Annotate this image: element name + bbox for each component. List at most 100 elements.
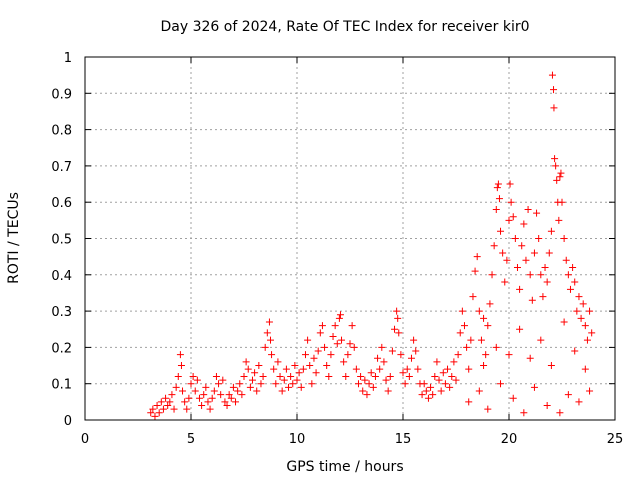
data-point xyxy=(484,322,492,330)
data-point xyxy=(439,369,447,377)
data-point xyxy=(490,242,498,250)
data-point xyxy=(189,372,197,380)
data-point xyxy=(460,322,468,330)
data-point xyxy=(181,398,189,406)
data-point xyxy=(246,383,254,391)
data-point xyxy=(427,383,435,391)
data-point xyxy=(469,293,477,301)
data-point xyxy=(212,372,220,380)
data-point xyxy=(287,372,295,380)
data-point xyxy=(261,343,269,351)
data-point xyxy=(548,71,556,79)
data-point xyxy=(384,387,392,395)
data-point xyxy=(174,372,182,380)
data-point xyxy=(357,372,365,380)
data-point xyxy=(255,362,263,370)
data-point xyxy=(586,387,594,395)
data-point xyxy=(537,336,545,344)
data-point xyxy=(526,271,534,279)
data-point xyxy=(229,383,237,391)
data-point xyxy=(545,249,553,257)
data-point xyxy=(149,405,157,413)
data-point xyxy=(301,351,309,359)
data-point xyxy=(530,383,538,391)
data-point xyxy=(520,220,528,228)
data-point xyxy=(198,401,206,409)
data-point xyxy=(232,398,240,406)
data-point xyxy=(331,322,339,330)
y-axis-label: ROTI / TECUs xyxy=(6,192,22,284)
data-point xyxy=(399,369,407,377)
data-point xyxy=(454,351,462,359)
data-point xyxy=(526,354,534,362)
data-point xyxy=(367,369,375,377)
data-point xyxy=(509,213,517,221)
data-point xyxy=(361,376,369,384)
data-point xyxy=(547,362,555,370)
data-point xyxy=(312,369,320,377)
data-point xyxy=(499,249,507,257)
data-point xyxy=(164,401,172,409)
data-point xyxy=(223,401,231,409)
data-point xyxy=(217,391,225,399)
data-point xyxy=(535,235,543,242)
data-point xyxy=(153,401,161,409)
data-point xyxy=(157,398,165,406)
data-point xyxy=(446,383,454,391)
data-point xyxy=(270,365,278,373)
data-point xyxy=(480,314,488,322)
x-tick-label: 0 xyxy=(81,432,89,447)
data-point xyxy=(463,343,471,351)
data-point xyxy=(505,216,513,224)
x-tick-label: 10 xyxy=(289,432,306,447)
data-point xyxy=(193,376,201,384)
data-point xyxy=(431,372,439,380)
data-point xyxy=(450,358,458,366)
data-point xyxy=(397,351,405,359)
data-point xyxy=(265,318,273,326)
data-point xyxy=(547,227,555,235)
data-point xyxy=(495,195,503,203)
data-point xyxy=(177,362,185,370)
data-point xyxy=(374,354,382,362)
data-point xyxy=(433,358,441,366)
data-point xyxy=(516,325,524,333)
data-point xyxy=(571,347,579,355)
y-tick-label: 0.3 xyxy=(51,305,72,320)
data-point xyxy=(566,285,574,293)
data-point xyxy=(456,329,464,337)
data-point xyxy=(172,383,180,391)
data-point xyxy=(204,398,212,406)
data-point xyxy=(285,383,293,391)
data-point xyxy=(333,340,341,348)
data-point xyxy=(200,391,208,399)
data-point xyxy=(215,380,223,388)
data-point xyxy=(295,369,303,377)
data-point xyxy=(329,333,337,341)
data-point xyxy=(378,343,386,351)
data-point xyxy=(553,176,561,184)
data-point xyxy=(242,358,250,366)
y-tick-label: 0.1 xyxy=(51,378,72,393)
data-point xyxy=(583,336,591,344)
data-point xyxy=(473,253,481,261)
data-point xyxy=(467,336,475,344)
data-point xyxy=(251,369,259,377)
data-point xyxy=(564,391,572,399)
data-point xyxy=(352,365,360,373)
data-point xyxy=(234,387,242,395)
data-point xyxy=(183,405,191,413)
data-point xyxy=(556,173,564,181)
data-point xyxy=(441,380,449,388)
x-tick-label: 20 xyxy=(501,432,518,447)
data-point xyxy=(336,311,344,319)
data-point xyxy=(471,267,479,275)
data-point xyxy=(221,398,229,406)
data-point xyxy=(562,256,570,264)
data-point xyxy=(210,387,218,395)
data-point xyxy=(168,391,176,399)
data-point xyxy=(437,387,445,395)
chart-title: Day 326 of 2024, Rate Of TEC Index for r… xyxy=(160,19,529,35)
data-point xyxy=(316,329,324,337)
data-point xyxy=(248,376,256,384)
